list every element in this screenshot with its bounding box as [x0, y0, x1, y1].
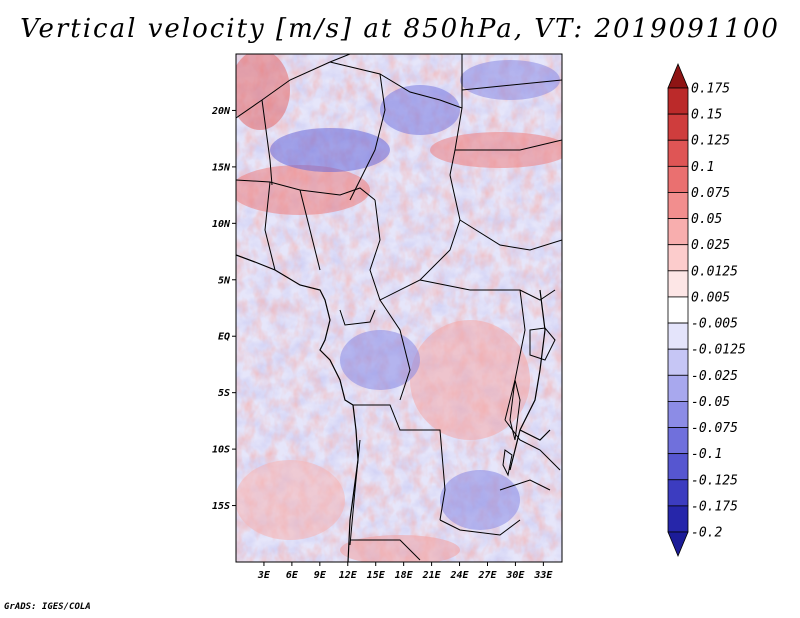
- colorbar-segment: [667, 296, 689, 324]
- colorbar-segment: [667, 192, 689, 219]
- lon-tick-label: 21E: [422, 570, 442, 581]
- colorbar-level-label: -0.025: [691, 369, 738, 384]
- lon-tick-label: 12E: [339, 570, 358, 581]
- colorbar-level-label: 0.175: [691, 82, 730, 97]
- colorbar: 0.175 0.15 0.125 0.1 0.075 0.05 0.025 0.0125 0.0…: [667, 62, 746, 558]
- lon-tick-label: 6E: [286, 570, 299, 581]
- map-title: Vertical velocity [m/s] at 850hPa, VT: 2…: [20, 14, 780, 44]
- colorbar-segment: [667, 479, 689, 507]
- lat-tick-label: 5N: [218, 275, 231, 286]
- latitude-axis: 20N 15N 10N 5N EQ 5S 10S 15S: [211, 106, 236, 512]
- colorbar-segment: [667, 374, 689, 402]
- lon-tick-label: 24E: [450, 570, 470, 581]
- colorbar-segment: [667, 113, 689, 141]
- colorbar-level-label: 0.075: [691, 186, 730, 201]
- colorbar-level-label: -0.2: [691, 526, 722, 541]
- colorbar-level-label: 0.125: [691, 134, 730, 149]
- colorbar-bottom-arrow: [667, 531, 689, 558]
- colorbar-segment: [667, 427, 689, 455]
- colorbar-level-label: -0.005: [691, 317, 738, 332]
- lat-tick-label: EQ: [218, 332, 230, 343]
- colorbar-segment: [667, 348, 689, 376]
- lon-tick-label: 3E: [257, 570, 271, 581]
- colorbar-level-label: 0.15: [691, 108, 722, 123]
- colorbar-segment: [667, 453, 689, 481]
- colorbar-top-arrow: [667, 62, 689, 89]
- colorbar-segment: [667, 244, 689, 272]
- lakes: [502, 327, 556, 477]
- field-downdraft-patches: [270, 60, 560, 530]
- colorbar-level-label: -0.075: [691, 421, 738, 436]
- colorbar-segment: [667, 270, 689, 298]
- colorbar-level-label: 0.1: [691, 160, 714, 175]
- lat-tick-label: 5S: [218, 388, 230, 399]
- colorbar-segment: [667, 322, 689, 350]
- colorbar-level-label: 0.0125: [691, 264, 738, 279]
- colorbar-segment: [667, 505, 689, 533]
- colorbar-segment: [667, 87, 689, 115]
- colorbar-segment: [667, 139, 689, 167]
- lon-tick-label: 27E: [477, 570, 497, 581]
- coastline: [236, 254, 551, 562]
- vertical-velocity-field: [236, 54, 562, 562]
- colorbar-level-label: 0.025: [691, 238, 730, 253]
- colorbar-level-label: -0.175: [691, 499, 738, 514]
- colorbar-level-label: -0.05: [691, 395, 730, 410]
- lon-tick-label: 33E: [533, 570, 553, 581]
- lon-tick-label: 15E: [367, 570, 386, 581]
- colorbar-level-label: -0.0125: [691, 343, 746, 358]
- grads-credit: GrADS: IGES/COLA: [4, 602, 91, 612]
- lat-tick-label: 20N: [211, 106, 231, 117]
- lat-tick-label: 10S: [212, 445, 230, 456]
- colorbar-segment: [667, 165, 689, 193]
- map-frame: [235, 53, 563, 563]
- lon-tick-label: 30E: [505, 570, 525, 581]
- lat-tick-label: 10N: [212, 219, 231, 230]
- lon-tick-label: 18E: [395, 570, 414, 581]
- lat-tick-label: 15N: [212, 162, 231, 173]
- longitude-axis: 3E 6E 9E 12E 15E 18E 21E 24E 27E 30E 33E: [257, 562, 553, 581]
- colorbar-segment: [667, 401, 689, 428]
- lon-tick-label: 9E: [314, 570, 327, 581]
- colorbar-segment: [667, 218, 689, 246]
- colorbar-level-label: 0.005: [691, 290, 730, 305]
- lat-tick-label: 15S: [212, 501, 230, 512]
- colorbar-level-label: -0.125: [691, 473, 738, 488]
- colorbar-level-label: -0.1: [691, 447, 722, 462]
- colorbar-level-label: 0.05: [691, 212, 722, 227]
